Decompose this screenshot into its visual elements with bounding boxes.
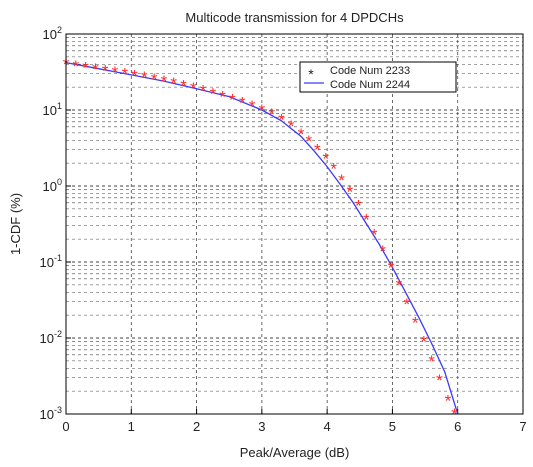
data-point: * xyxy=(72,57,79,76)
data-point: * xyxy=(82,59,89,78)
data-point: * xyxy=(239,94,246,113)
data-point: * xyxy=(92,60,99,79)
x-tick-label: 4 xyxy=(324,419,331,434)
data-point: * xyxy=(314,141,321,160)
data-point: * xyxy=(200,82,207,101)
plot-area xyxy=(66,34,523,414)
data-point: * xyxy=(121,65,128,84)
data-point: * xyxy=(102,62,109,81)
data-point: * xyxy=(338,171,345,190)
x-tick-label: 2 xyxy=(193,419,200,434)
data-point: * xyxy=(278,110,285,129)
y-tick-exponent: -3 xyxy=(54,405,62,415)
y-tick-base: 10 xyxy=(40,255,54,270)
data-point: * xyxy=(268,105,275,124)
x-tick-label: 1 xyxy=(128,419,135,434)
data-point: * xyxy=(259,101,266,120)
data-point: * xyxy=(229,90,236,109)
y-tick-label: 10-3 xyxy=(40,405,62,422)
data-point: * xyxy=(141,68,148,87)
data-point: * xyxy=(428,352,435,371)
data-point: * xyxy=(306,132,313,151)
data-point: * xyxy=(436,371,443,390)
data-point: * xyxy=(180,77,187,96)
y-tick-label: 102 xyxy=(43,25,62,42)
data-point: * xyxy=(330,159,337,178)
data-point: * xyxy=(396,276,403,295)
data-point: * xyxy=(151,70,158,89)
y-tick-exponent: -2 xyxy=(54,329,62,339)
x-tick-label: 7 xyxy=(519,419,526,434)
x-tick-label: 5 xyxy=(389,419,396,434)
legend-box xyxy=(299,61,457,93)
data-point: * xyxy=(363,211,370,230)
data-point: * xyxy=(249,97,256,116)
x-axis-label: Peak/Average (dB) xyxy=(240,445,350,460)
data-point: * xyxy=(412,313,419,332)
data-point: * xyxy=(190,79,197,98)
y-tick-label: 100 xyxy=(43,177,62,194)
chart-title: Multicode transmission for 4 DPDCHs xyxy=(185,10,404,25)
data-point: * xyxy=(288,117,295,136)
y-tick-exponent: 1 xyxy=(57,101,62,111)
data-point: * xyxy=(379,242,386,261)
y-tick-base: 10 xyxy=(43,27,57,42)
y-axis-label: 1-CDF (%) xyxy=(8,193,23,255)
data-point: * xyxy=(161,72,168,91)
series-lines xyxy=(65,61,459,415)
data-point: * xyxy=(170,74,177,93)
y-tick-exponent: 2 xyxy=(57,25,62,35)
data-point: * xyxy=(323,150,330,169)
data-point: * xyxy=(219,88,226,107)
legend-marker-code-num-2233: * xyxy=(308,66,314,82)
x-tick-label: 6 xyxy=(454,419,461,434)
y-tick-exponent: 0 xyxy=(57,177,62,187)
y-tick-label: 101 xyxy=(43,101,62,118)
data-point: * xyxy=(355,197,362,216)
y-tick-label: 10-2 xyxy=(40,329,62,346)
y-tick-exponent: -1 xyxy=(54,253,62,263)
plot-frame xyxy=(65,33,524,415)
data-point: * xyxy=(347,182,354,201)
data-point: * xyxy=(445,392,452,411)
legend-label-code-num-2233: Code Num 2233 xyxy=(330,65,410,77)
data-point: * xyxy=(131,66,138,85)
data-point: * xyxy=(371,226,378,245)
y-tick-base: 10 xyxy=(40,331,54,346)
data-point: * xyxy=(403,295,410,314)
y-tick-base: 10 xyxy=(43,103,57,118)
y-tick-base: 10 xyxy=(43,179,57,194)
series-markers: * * * * * * * * * * * * * * * * * * * * * * * * * * * *************… xyxy=(63,55,458,424)
legend-label-code-num-2244: Code Num 2244 xyxy=(330,79,410,91)
data-point: * xyxy=(388,258,395,277)
x-tick-label: 3 xyxy=(258,419,265,434)
y-tick-base: 10 xyxy=(40,407,54,422)
data-point: * xyxy=(420,332,427,351)
y-tick-label: 10-1 xyxy=(40,253,62,270)
series-line-1 xyxy=(65,61,459,415)
legend: * Code Num 2233 Code Num 2244 xyxy=(299,61,457,93)
x-tick-label: 0 xyxy=(62,419,69,434)
data-point: * xyxy=(210,84,217,103)
data-point: * xyxy=(298,125,305,144)
data-point: * xyxy=(112,63,119,82)
